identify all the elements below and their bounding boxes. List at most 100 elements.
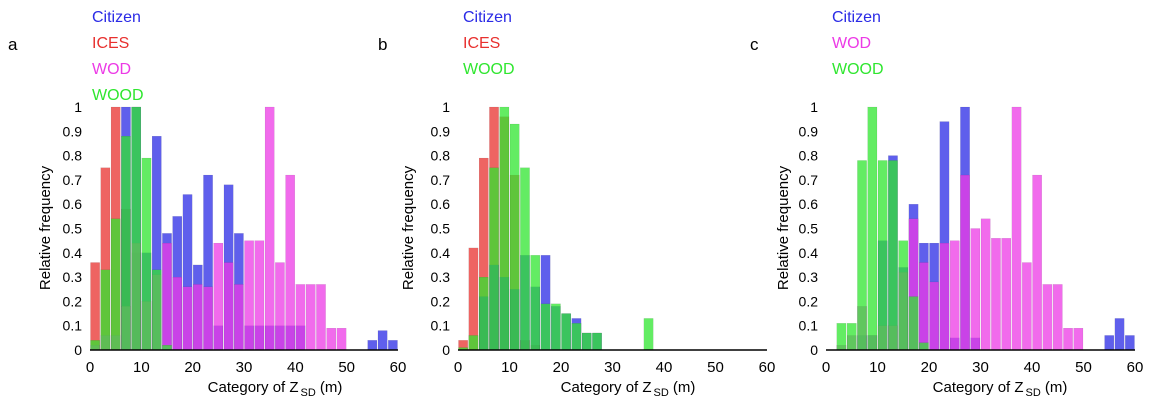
x-tick-label: 0 [454, 359, 462, 376]
bar-wood [592, 332, 602, 351]
y-tick-label: 0 [810, 342, 818, 358]
x-tick-label: 40 [656, 359, 673, 376]
bar-wod [223, 262, 234, 351]
legend: Citizen WOD WOOD [832, 9, 884, 78]
x-axis-label: Category of Z SD (m) [561, 379, 696, 399]
bar-ices [468, 247, 479, 351]
y-tick-label: 0.7 [799, 172, 819, 188]
axes: 0 10 20 30 40 50 60 0 0.1 0.2 0.3 0.4 0.5 0.6 0.7 0.8 0.… [799, 99, 1144, 376]
bar-wod [1063, 328, 1073, 351]
bar-citizen [388, 340, 398, 351]
x-tick-label: 30 [236, 359, 253, 376]
bar-wood [540, 303, 551, 351]
bars [458, 106, 654, 351]
bar-wood [468, 335, 479, 351]
panel-a: a Citizen ICES WOD WOOD 0 10 20 30 40 50 60 0 0.… [8, 9, 406, 399]
bar-wood [520, 167, 530, 351]
y-tick-label: 0.1 [799, 318, 819, 334]
bar-wod [1042, 284, 1053, 351]
y-tick-label: 0.5 [431, 221, 451, 237]
y-tick-label: 0.9 [799, 123, 819, 139]
bar-wod [980, 218, 991, 351]
legend-item-citizen: Citizen [832, 9, 881, 26]
bar-wood [898, 240, 908, 351]
bar-wood [141, 157, 152, 351]
y-tick-label: 0.8 [63, 148, 83, 164]
y-tick-label: 0.7 [431, 172, 451, 188]
bar-wod [172, 277, 182, 351]
bar-wood [90, 340, 100, 351]
y-tick-label: 0.6 [63, 196, 83, 212]
bar-wod [193, 284, 203, 351]
axes: 0 10 20 30 40 50 60 0 0.1 0.2 0.3 0.4 0.5 0.6 0.7 0.8 0.… [63, 99, 407, 376]
y-tick-label: 0.3 [63, 269, 83, 285]
panel-b: b Citizen ICES WOOD 0 10 20 30 40 50 60 0 0.1 0.2… [378, 9, 775, 399]
bar-wod [234, 284, 244, 351]
y-tick-label: 0.2 [431, 293, 451, 309]
bar-citizen [1104, 335, 1114, 351]
panel-c: c Citizen WOD WOOD 0 10 20 30 40 50 6000.10.20… [750, 9, 1143, 399]
bar-wod [162, 242, 172, 351]
bar-wod [1032, 174, 1042, 351]
legend-item-wod: WOD [92, 61, 131, 78]
bar-wod [203, 286, 213, 351]
x-tick-label: 50 [1075, 359, 1092, 376]
bar-wood [499, 106, 510, 351]
bar-wod [264, 106, 275, 351]
bar-wod [1073, 328, 1084, 351]
bar-wod [939, 242, 950, 351]
legend-item-citizen: Citizen [92, 9, 141, 26]
bar-wod [960, 174, 970, 351]
y-axis-label: Relative frequency [400, 165, 417, 290]
bar-wod [336, 328, 347, 351]
y-tick-label: 0.6 [431, 196, 451, 212]
bar-wod [1011, 106, 1022, 351]
x-tick-label: 60 [390, 359, 407, 376]
y-tick-label: 0.8 [431, 148, 451, 164]
bar-wod [1001, 238, 1011, 351]
x-tick-label: 20 [184, 359, 201, 376]
bar-wood [489, 167, 499, 351]
y-tick-label: 0.3 [431, 269, 451, 285]
panel-label: c [750, 35, 759, 54]
y-tick-label: 0.2 [63, 293, 83, 309]
x-tick-label: 10 [501, 359, 518, 376]
x-tick-label: 40 [1024, 359, 1041, 376]
legend-item-ices: ICES [92, 35, 129, 52]
x-tick-label: 10 [133, 359, 150, 376]
y-axis-label: Relative frequency [775, 165, 792, 290]
y-tick-label: 0.5 [63, 221, 83, 237]
bar-ices [90, 262, 100, 351]
panel-label: a [8, 35, 18, 54]
y-tick-label: 0.8 [799, 148, 819, 164]
x-tick-label: 50 [707, 359, 724, 376]
y-tick-label: 1 [442, 99, 450, 115]
bar-wod [970, 228, 981, 351]
bar-citizen [1114, 318, 1125, 351]
legend-item-wod: WOD [832, 35, 871, 52]
bar-wod [182, 286, 193, 351]
y-tick-label: 0.5 [799, 221, 819, 237]
y-tick-label: 1 [810, 99, 818, 115]
x-tick-label: 10 [869, 359, 886, 376]
y-tick-label: 0.4 [63, 245, 83, 261]
bar-wood [561, 313, 571, 351]
bar-wood [857, 160, 867, 351]
y-tick-label: 0.1 [431, 318, 451, 334]
bar-wood [643, 318, 654, 351]
bar-wod [950, 240, 960, 351]
x-tick-label: 0 [86, 359, 94, 376]
bars [90, 106, 398, 351]
bar-wood [888, 160, 898, 351]
y-tick-label: 0.3 [799, 269, 819, 285]
x-tick-label: 0 [822, 359, 830, 376]
bar-wood [100, 269, 111, 351]
y-tick-label: 1 [74, 99, 82, 115]
y-tick-label: 0.4 [431, 245, 451, 261]
legend: Citizen ICES WOD WOOD [92, 9, 144, 104]
y-tick-label: 0.1 [63, 318, 83, 334]
bar-wod [254, 240, 265, 351]
y-tick-label: 0.9 [63, 123, 83, 139]
bar-wood [847, 323, 857, 351]
bar-wood [152, 269, 162, 351]
